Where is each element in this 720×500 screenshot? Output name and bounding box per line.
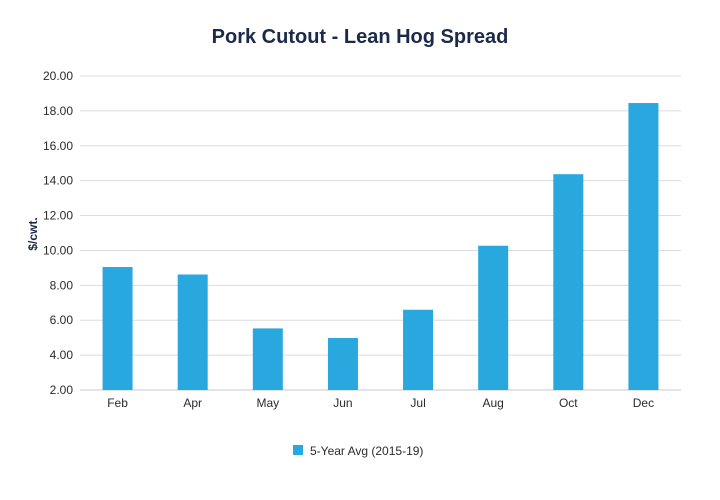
bar-aug [478,245,509,390]
bar-apr [177,274,208,390]
gridlines [80,75,681,391]
y-tick-label: 18.00 [43,104,73,118]
legend: 5-Year Avg (2015-19) [293,444,423,458]
y-tick-label: 12.00 [43,209,73,223]
y-tick-label: 16.00 [43,139,73,153]
y-tick-label: 8.00 [50,278,74,292]
chart-title: Pork Cutout - Lean Hog Spread [212,26,509,48]
x-tick-label: Feb [107,396,128,410]
y-tick-label: 10.00 [43,243,73,257]
y-tick-label: 4.00 [50,348,74,362]
bar-jul [403,309,434,390]
x-tick-label: Dec [633,396,654,410]
y-tick-label: 6.00 [50,313,74,327]
bar-jun [327,338,358,390]
y-axis-ticks: 2.00 4.00 6.00 8.00 10.00 12.00 14.00 16.00 18.0… [43,69,73,397]
bar-oct [553,174,584,390]
legend-swatch [293,445,303,455]
x-tick-label: May [256,396,279,410]
y-tick-label: 2.00 [50,383,74,397]
x-tick-label: Jun [333,396,352,410]
x-tick-label: Apr [183,396,202,410]
x-tick-label: Oct [559,396,578,410]
legend-label: 5-Year Avg (2015-19) [310,444,423,458]
x-axis-ticks: Feb Apr May Jun Jul Aug Oct Dec [107,396,654,410]
y-tick-label: 14.00 [43,174,73,188]
x-tick-label: Aug [483,396,504,410]
bar-dec [628,103,659,391]
bar-feb [102,267,133,390]
x-tick-label: Jul [410,396,425,410]
bars [102,103,659,391]
y-axis-label: $/cwt. [26,217,40,250]
y-tick-label: 20.00 [43,69,73,83]
bar-may [252,328,283,390]
